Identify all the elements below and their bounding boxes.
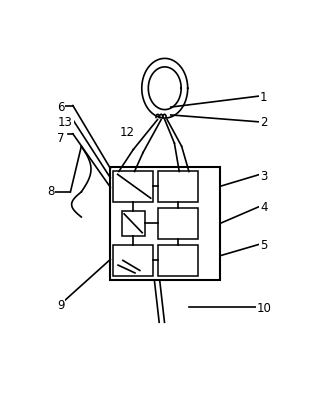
Text: 5: 5	[260, 239, 268, 252]
Text: 4: 4	[260, 201, 268, 214]
Text: 2: 2	[260, 116, 268, 129]
Text: 8: 8	[47, 185, 55, 198]
Text: 9: 9	[57, 299, 65, 311]
Bar	[113, 171, 153, 202]
Text: 12: 12	[120, 126, 135, 139]
Bar	[113, 245, 153, 276]
Bar	[158, 208, 198, 239]
Bar	[158, 245, 198, 276]
Text: 6: 6	[57, 101, 65, 113]
Text: 7: 7	[57, 132, 65, 145]
Bar	[122, 211, 145, 236]
Bar	[158, 171, 198, 202]
Text: 1: 1	[260, 91, 268, 104]
Text: 10: 10	[256, 302, 271, 315]
Text: 3: 3	[260, 170, 268, 183]
Text: 13: 13	[58, 116, 73, 129]
Bar	[110, 167, 220, 280]
